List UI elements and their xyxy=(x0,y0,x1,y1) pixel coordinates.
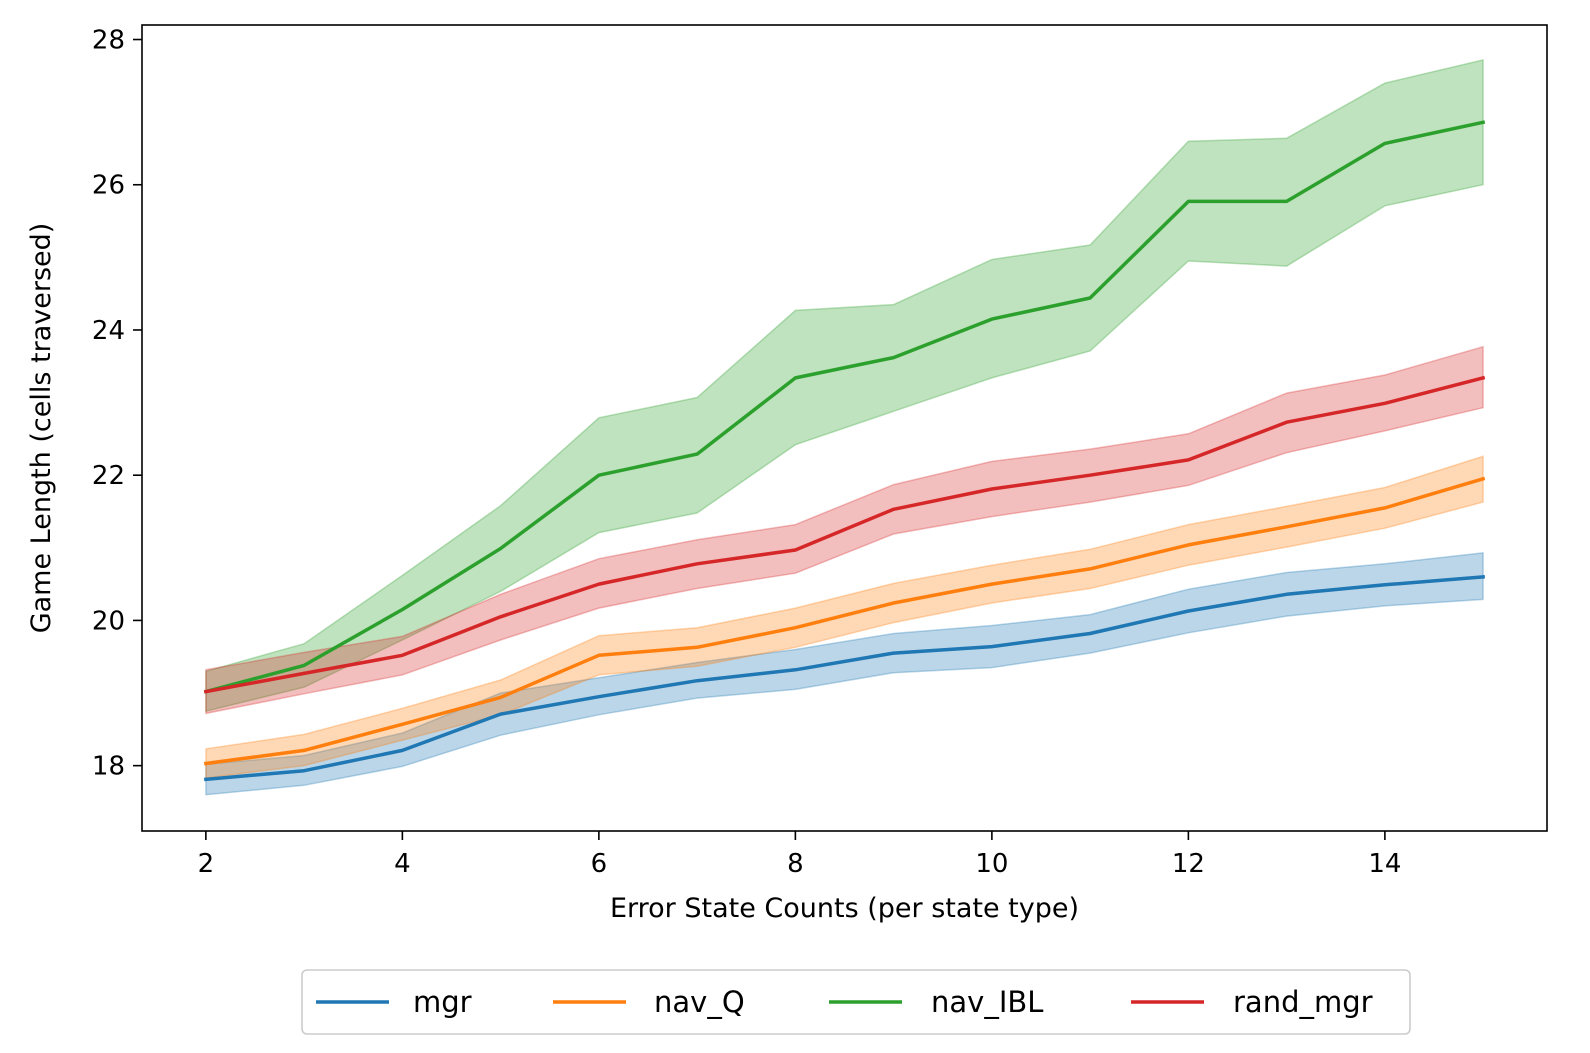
legend-label-nav_IBL: nav_IBL xyxy=(931,985,1043,1019)
series-line-mgr xyxy=(204,575,1485,782)
x-tick-label: 14 xyxy=(1368,849,1401,879)
series-line-rand_mgr xyxy=(203,375,1486,694)
y-tick-label: 18 xyxy=(92,752,125,782)
legend-label-mgr: mgr xyxy=(413,985,472,1019)
legend-label-rand_mgr: rand_mgr xyxy=(1233,985,1373,1019)
series-line-nav_IBL xyxy=(203,120,1486,694)
legend: mgr nav_Q nav_IBL rand_mgr xyxy=(301,969,1411,1035)
y-tick-label: 28 xyxy=(92,26,125,56)
x-tick-label: 2 xyxy=(198,849,215,879)
y-axis: 18 20 22 24 26 28 xyxy=(92,26,142,782)
y-tick-label: 24 xyxy=(92,316,125,346)
y-tick-label: 26 xyxy=(92,171,125,201)
x-axis: 2 4 6 8 10 12 14 xyxy=(198,831,1401,879)
y-tick-label: 22 xyxy=(92,461,125,491)
y-axis-label: Game Length (cells traversed) xyxy=(26,223,57,634)
legend-label-nav_Q: nav_Q xyxy=(654,985,745,1019)
plot-frame xyxy=(141,24,1548,832)
x-tick-label: 4 xyxy=(394,849,411,879)
y-tick-label: 20 xyxy=(92,606,125,636)
x-tick-label: 12 xyxy=(1172,849,1205,879)
x-axis-label: Error State Counts (per state type) xyxy=(610,893,1079,924)
x-tick-label: 6 xyxy=(591,849,608,879)
series-line-nav_Q xyxy=(203,476,1486,766)
confidence-band-mgr xyxy=(205,552,1484,796)
confidence-bands xyxy=(205,58,1484,796)
series-lines xyxy=(203,120,1486,782)
x-tick-label: 8 xyxy=(787,849,804,879)
confidence-band-nav_IBL xyxy=(205,58,1484,713)
x-tick-label: 10 xyxy=(975,849,1008,879)
